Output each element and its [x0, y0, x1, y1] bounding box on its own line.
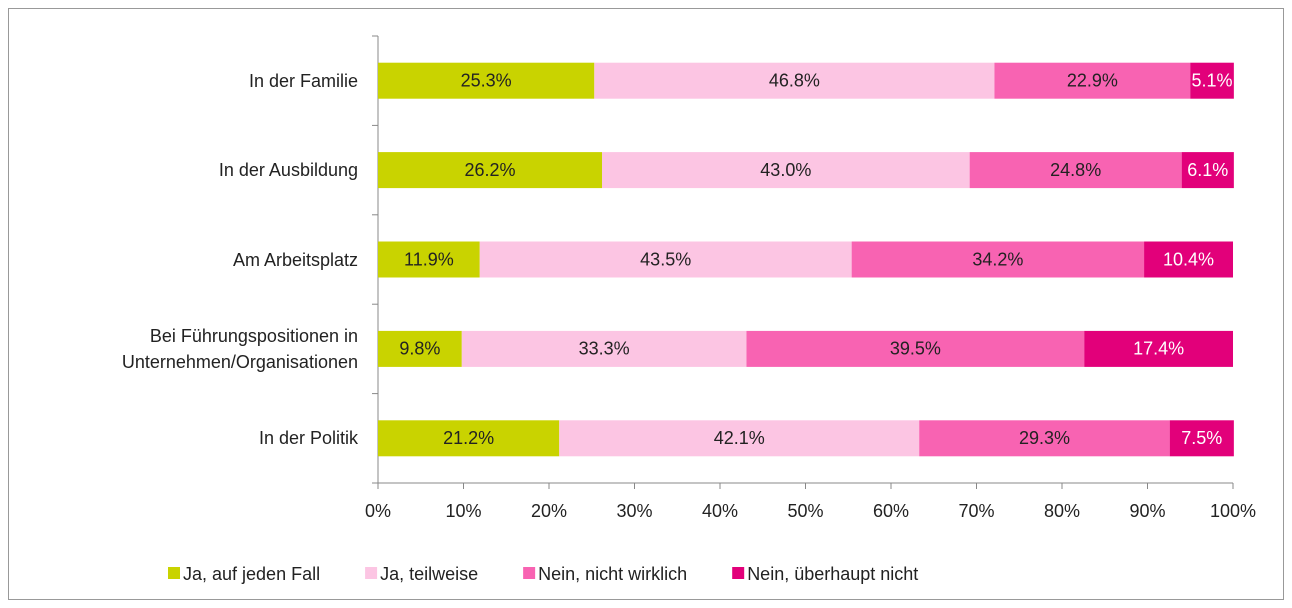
value-label: 24.8%	[1050, 160, 1101, 180]
value-label: 39.5%	[890, 339, 941, 359]
bar-segment	[378, 62, 595, 99]
x-tick-label: 10%	[445, 501, 481, 521]
chart-frame	[8, 8, 1284, 600]
bar-segment	[1084, 330, 1233, 367]
x-tick-label: 0%	[365, 501, 391, 521]
bar-segment	[479, 241, 852, 278]
bar-segment	[1169, 420, 1234, 457]
x-tick-label: 90%	[1129, 501, 1165, 521]
bar-segment	[851, 241, 1145, 278]
bar-segment	[594, 62, 995, 99]
x-tick-label: 50%	[787, 501, 823, 521]
value-label: 26.2%	[464, 160, 515, 180]
bar-segment	[1181, 152, 1234, 189]
x-tick-label: 40%	[702, 501, 738, 521]
value-label: 17.4%	[1133, 339, 1184, 359]
value-label: 34.2%	[972, 249, 1023, 269]
x-tick-label: 60%	[873, 501, 909, 521]
value-label: 46.8%	[769, 70, 820, 90]
bar-segment	[919, 420, 1170, 457]
bar-segment	[1190, 62, 1234, 99]
value-label: 29.3%	[1019, 428, 1070, 448]
value-label: 33.3%	[579, 339, 630, 359]
value-label: 5.1%	[1192, 70, 1233, 90]
value-label: 7.5%	[1181, 428, 1222, 448]
x-tick-label: 100%	[1210, 501, 1256, 521]
value-label: 43.0%	[760, 160, 811, 180]
y-tick-label: In der Familie	[248, 70, 358, 91]
legend-label: Ja, teilweise	[380, 564, 478, 584]
bar-segment	[559, 420, 920, 457]
value-label: 43.5%	[640, 249, 691, 269]
legend-swatch	[168, 567, 180, 579]
value-label: 6.1%	[1187, 160, 1228, 180]
legend-label: Nein, überhaupt nicht	[747, 564, 918, 584]
legend-swatch	[732, 567, 745, 579]
y-tick-label: In der Ausbildung	[218, 160, 358, 181]
x-tick-label: 80%	[1044, 501, 1080, 521]
bar-segment	[602, 152, 970, 189]
bar-segment	[378, 152, 603, 189]
bar-segment	[1144, 241, 1233, 278]
value-label: 22.9%	[1067, 70, 1118, 90]
legend-label: Nein, nicht wirklich	[538, 564, 687, 584]
bar-segment	[378, 420, 560, 457]
bar-segment	[994, 62, 1191, 99]
bar-segment	[378, 330, 462, 367]
legend-swatch	[365, 567, 378, 579]
value-label: 11.9%	[404, 249, 454, 269]
x-tick-label: 20%	[531, 501, 567, 521]
bar-segment	[461, 330, 747, 367]
y-tick-label: Bei Führungspositionen in Unternehmen/Or…	[121, 325, 358, 372]
x-tick-label: 70%	[958, 501, 994, 521]
legend-label: Ja, auf jeden Fall	[183, 564, 320, 584]
value-label: 25.3%	[461, 70, 512, 90]
y-tick-label: Am Arbeitsplatz	[232, 249, 358, 270]
value-label: 42.1%	[714, 428, 765, 448]
value-label: 9.8%	[399, 339, 440, 359]
bar-segment	[969, 152, 1182, 189]
bar-segment	[746, 330, 1085, 367]
bar-segment	[378, 241, 480, 278]
legend-swatch	[523, 567, 536, 579]
value-label: 21.2%	[443, 428, 494, 448]
y-tick-label: In der Politik	[258, 428, 358, 449]
x-tick-label: 30%	[616, 501, 652, 521]
value-label: 10.4%	[1163, 249, 1214, 269]
